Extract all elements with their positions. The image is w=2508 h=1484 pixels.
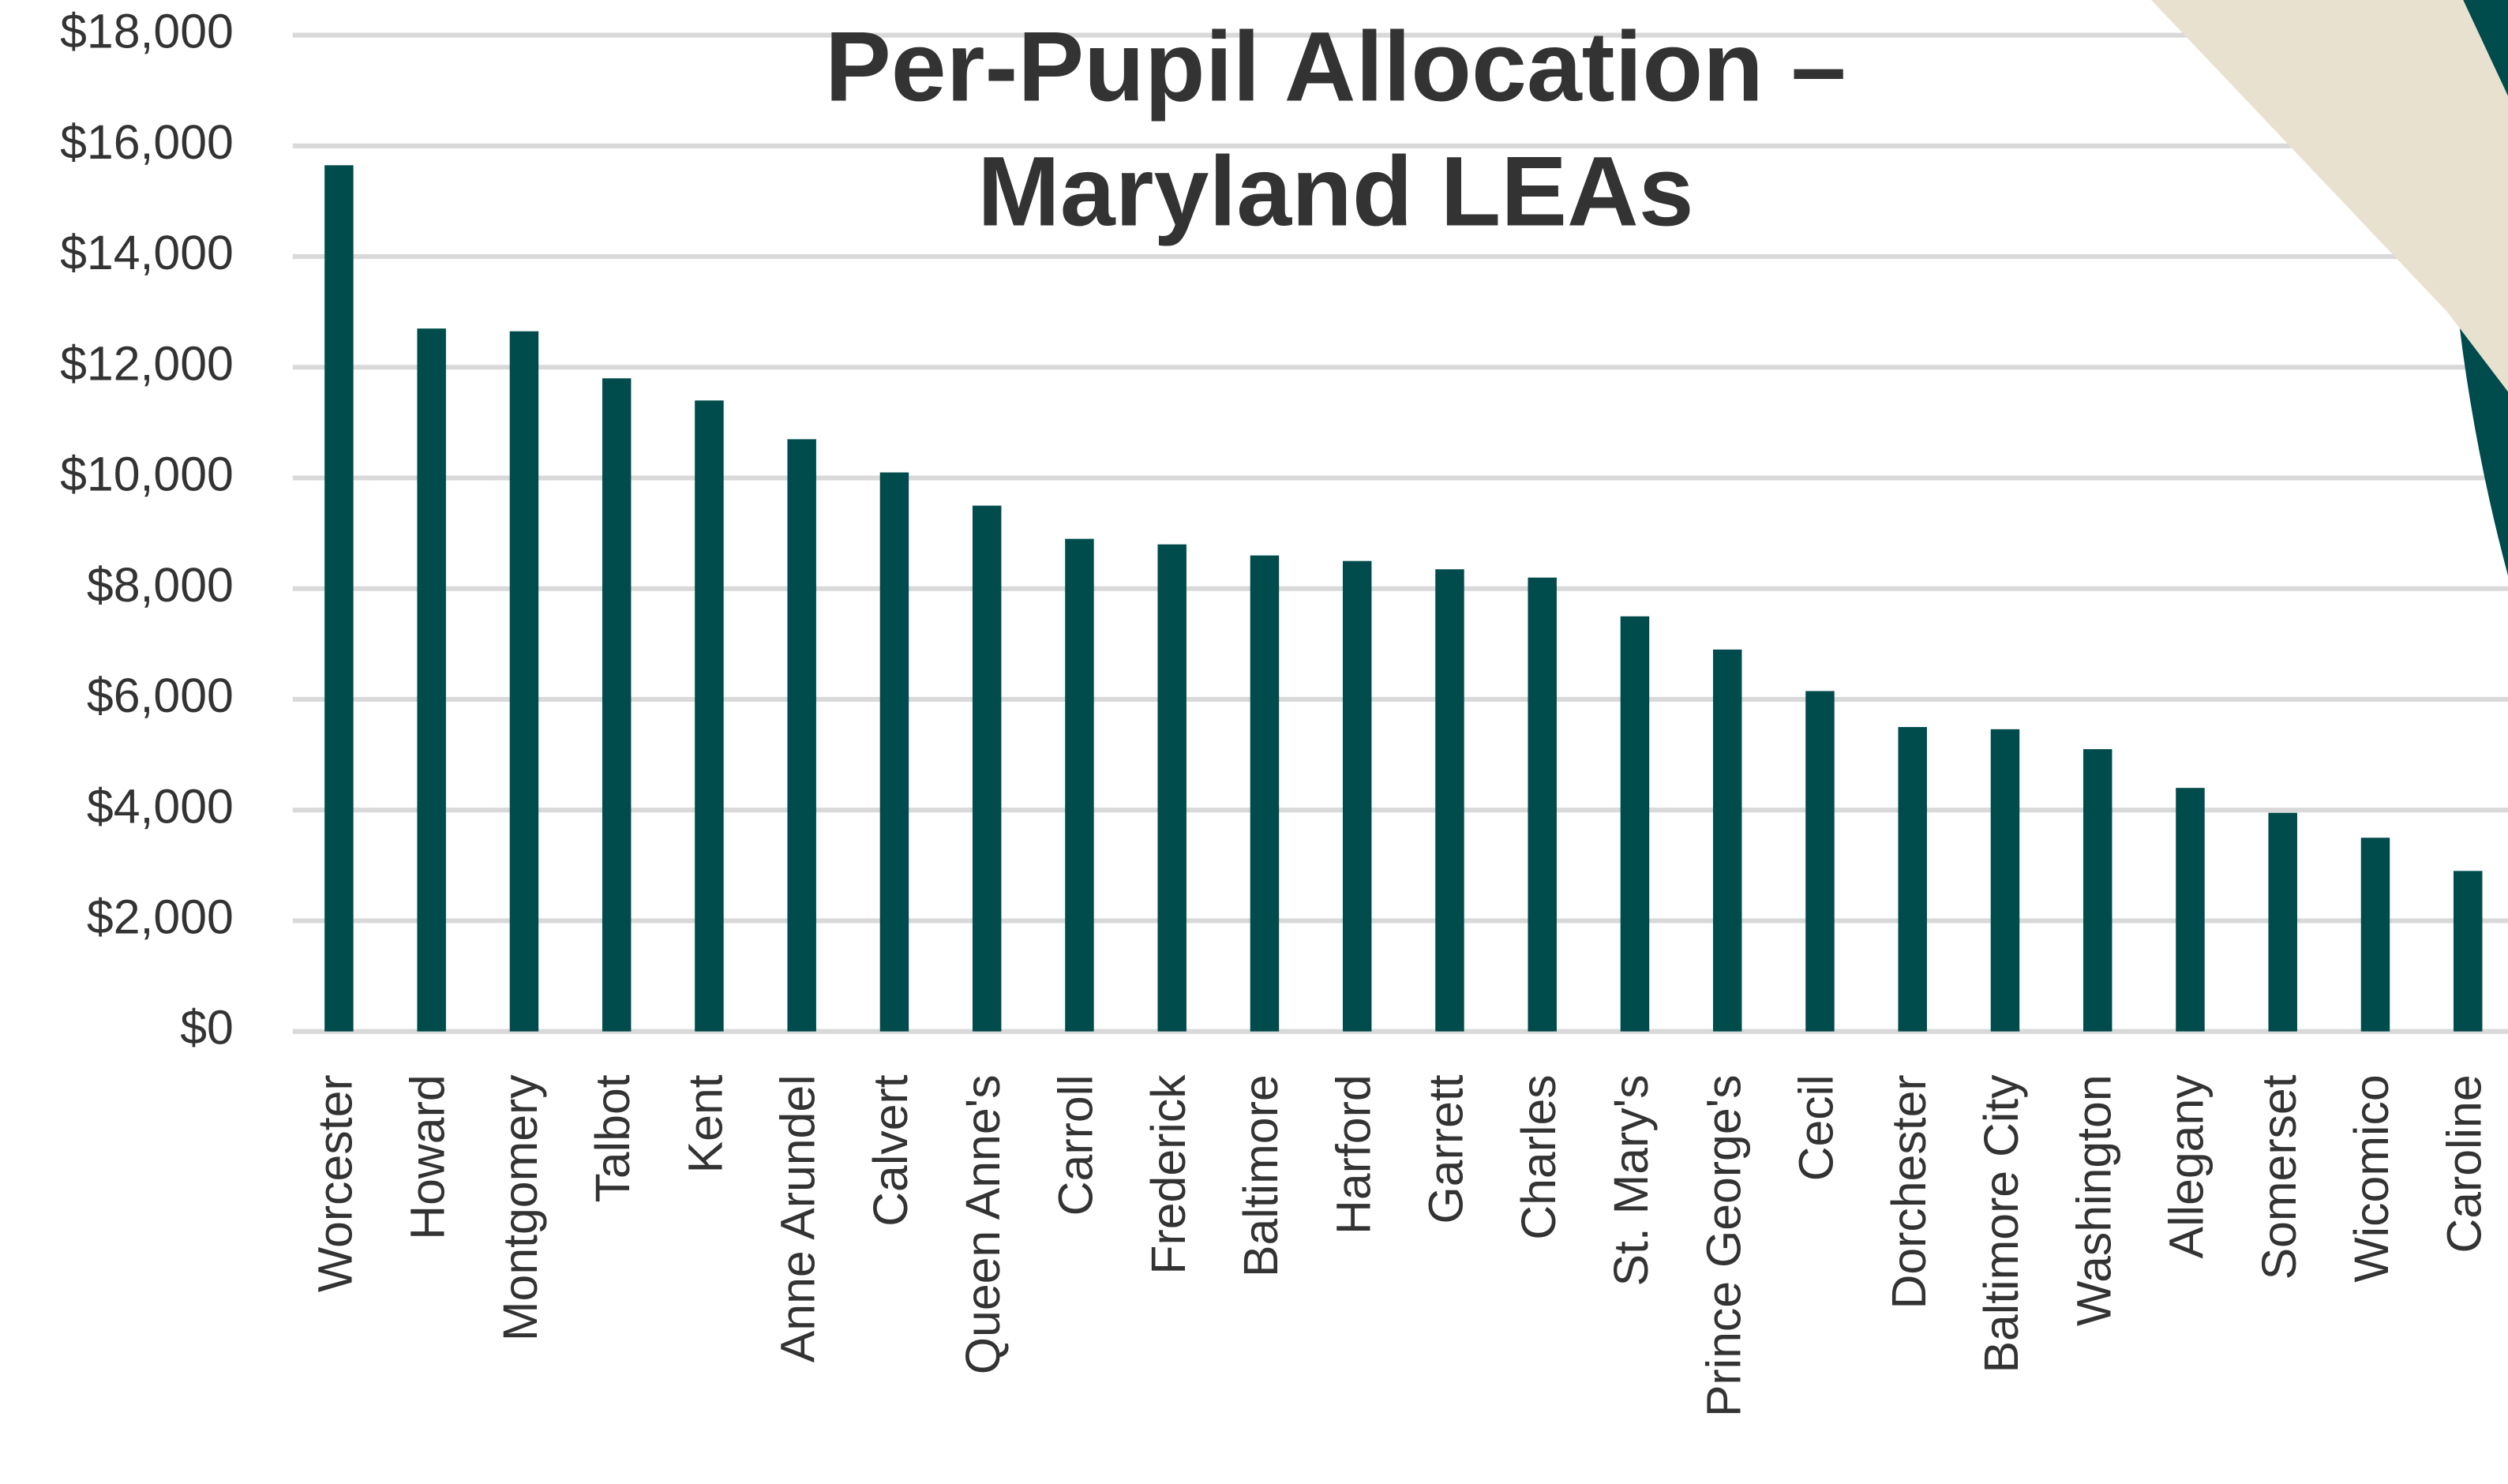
x-tick-label: Caroline (2437, 1074, 2491, 1253)
bar (417, 328, 445, 1031)
bar (324, 165, 353, 1031)
x-tick-label: Worcester (308, 1074, 362, 1292)
bar (2176, 788, 2204, 1032)
y-tick-label: $10,000 (60, 448, 234, 501)
bar (1528, 578, 1556, 1032)
bar (2268, 813, 2296, 1032)
bar (1898, 727, 1926, 1032)
y-tick-label: $6,000 (87, 669, 234, 722)
bar (2361, 838, 2390, 1031)
x-tick-label: St. Mary's (1604, 1074, 1658, 1286)
y-tick-label: $14,000 (60, 226, 234, 279)
x-tick-label: Washington (2067, 1074, 2120, 1326)
bar (1991, 729, 2019, 1032)
y-tick-label: $8,000 (87, 558, 234, 612)
bar (1805, 691, 1834, 1031)
x-tick-label: Carroll (1048, 1074, 1102, 1216)
slide: $0 $2,000 $4,000 $6,000 $8,000 $10,000 $12,000… (0, 0, 2508, 1484)
bar (2454, 871, 2482, 1031)
x-tick-label: Baltimore City (1974, 1074, 2028, 1373)
x-tick-label: Harford (1326, 1074, 1380, 1235)
y-tick-label: $16,000 (60, 115, 234, 169)
x-tick-label: Prince George's (1696, 1074, 1750, 1417)
bar (1343, 561, 1371, 1032)
bar (1250, 556, 1279, 1032)
y-tick-label: $4,000 (87, 779, 234, 833)
bar (787, 439, 815, 1031)
y-tick-label: $12,000 (60, 336, 234, 390)
x-tick-label: Baltimore (1234, 1074, 1288, 1277)
x-tick-label: Queen Anne's (956, 1074, 1010, 1374)
x-tick-label: Frederick (1142, 1074, 1195, 1275)
bar (695, 400, 723, 1031)
page: $0 $2,000 $4,000 $6,000 $8,000 $10,000 $12,000… (0, 0, 2508, 1484)
x-tick-label: Charles (1512, 1074, 1565, 1239)
decoration (2151, 0, 2508, 392)
x-tick-label: Dorchester (1882, 1074, 1936, 1309)
chart-title: Per-Pupil Allocation – Maryland LEAs (672, 6, 2000, 256)
bar (1621, 616, 1649, 1032)
bar (1065, 539, 1093, 1032)
x-tick-label: Calvert (864, 1074, 917, 1227)
x-tick-label: Allegany (2160, 1074, 2214, 1259)
x-tick-label: Howard (401, 1074, 455, 1239)
bar (973, 506, 1001, 1032)
bar (2083, 749, 2112, 1032)
bar (1157, 545, 1186, 1032)
bar (602, 378, 631, 1031)
x-tick-label: Garrett (1419, 1074, 1473, 1224)
x-tick-label: Somerset (2252, 1074, 2306, 1280)
bar (510, 332, 538, 1032)
x-tick-label: Anne Arundel (771, 1074, 825, 1362)
x-tick-label: Montgomery (493, 1074, 547, 1341)
x-tick-label: Talbot (586, 1074, 639, 1202)
bar (1713, 650, 1741, 1032)
y-tick-label: $2,000 (87, 890, 234, 944)
y-tick-label: $0 (180, 1001, 234, 1055)
y-tick-label: $18,000 (60, 5, 234, 58)
x-tick-label: Cecil (1790, 1074, 1843, 1181)
bar (1435, 569, 1464, 1031)
bar (880, 472, 909, 1031)
x-tick-label: Kent (678, 1074, 732, 1173)
x-tick-label: Wicomico (2345, 1074, 2398, 1282)
